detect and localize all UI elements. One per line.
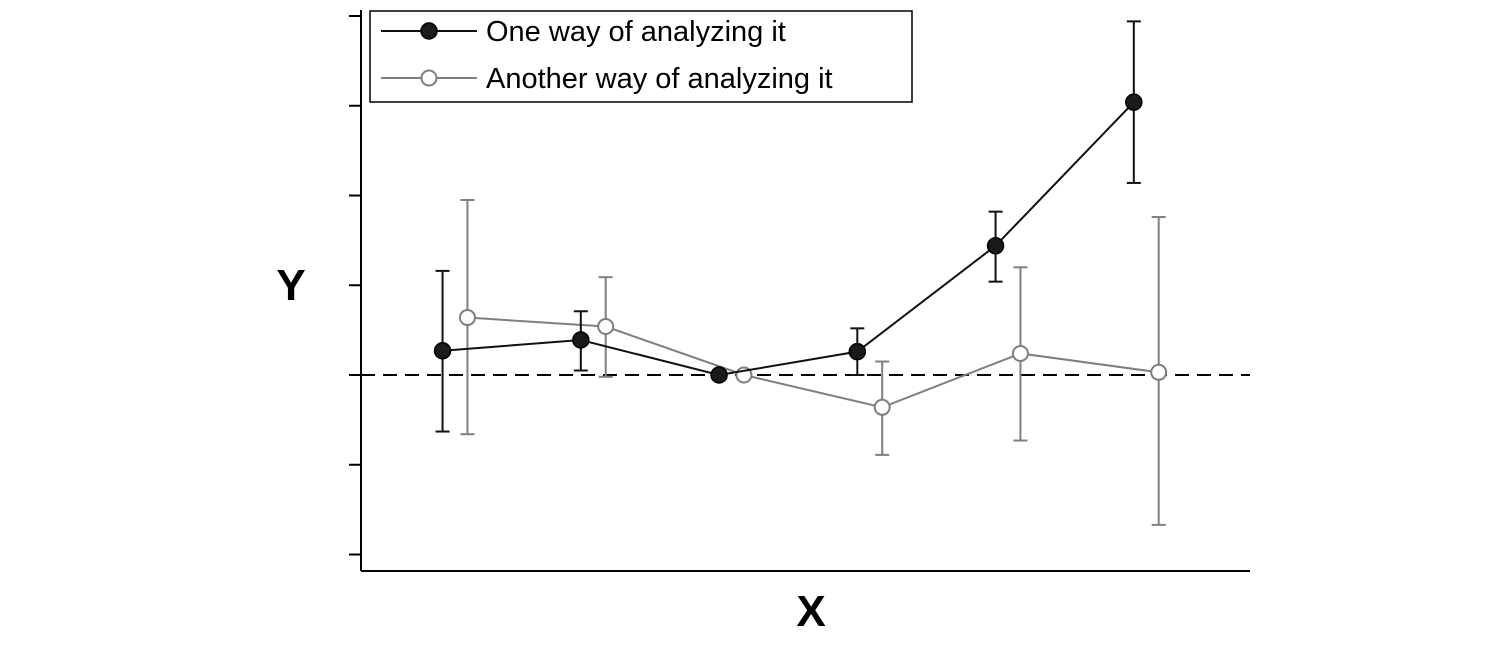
- data-point: [1150, 363, 1168, 381]
- data-point: [433, 342, 452, 360]
- data-point: [986, 237, 1005, 255]
- series-2: [458, 198, 1168, 526]
- legend-label: Another way of analyzing it: [486, 63, 833, 95]
- series-1: [433, 20, 1143, 433]
- series-line: [442, 101, 1135, 377]
- series-group: [433, 20, 1168, 526]
- legend-label: One way of analyzing it: [486, 16, 786, 48]
- legend-marker: [420, 69, 438, 87]
- data-point: [710, 366, 728, 384]
- data-point: [848, 342, 867, 361]
- legend-marker: [420, 22, 438, 40]
- data-point: [597, 318, 615, 336]
- data-point: [1011, 344, 1029, 362]
- axes: [349, 10, 1250, 572]
- data-point: [572, 331, 590, 349]
- x-axis-label: X: [796, 587, 825, 636]
- y-axis-label: Y: [276, 261, 305, 310]
- series-line: [467, 316, 1159, 409]
- data-point: [1125, 93, 1143, 111]
- data-point: [458, 309, 476, 327]
- legend-box: [369, 10, 913, 103]
- data-point: [873, 398, 891, 416]
- legend: One way of analyzing it Another way of an…: [369, 10, 913, 103]
